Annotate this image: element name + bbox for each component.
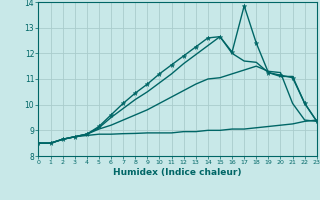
X-axis label: Humidex (Indice chaleur): Humidex (Indice chaleur) [113, 168, 242, 177]
